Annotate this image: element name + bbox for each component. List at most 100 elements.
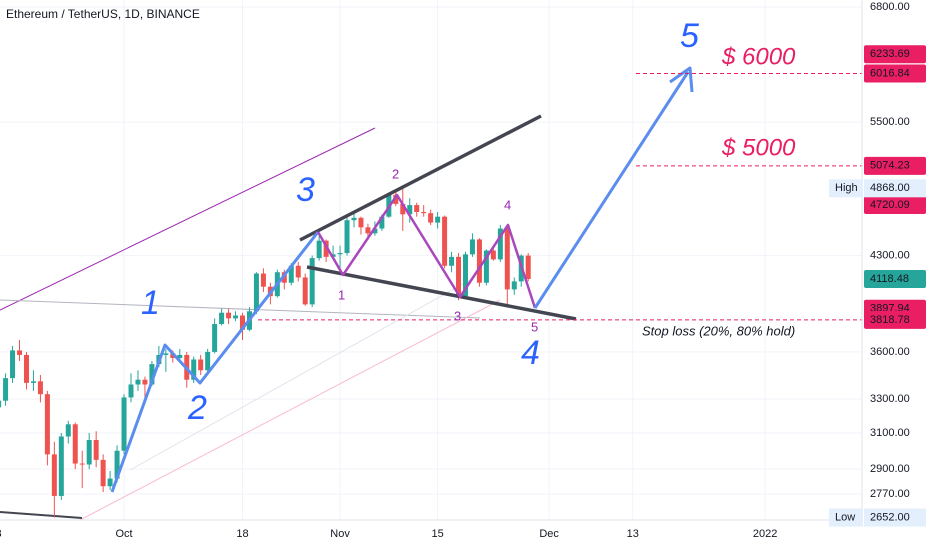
wave-drawings — [110, 66, 694, 493]
candle-body — [490, 250, 496, 260]
x-tick-label: Dec — [539, 528, 559, 540]
candle-body — [149, 364, 155, 385]
candle-body — [23, 354, 29, 383]
x-tick-label: Nov — [330, 528, 350, 540]
candle-body — [0, 400, 2, 408]
candle-body — [309, 258, 315, 305]
levels — [258, 72, 862, 321]
price-box — [864, 64, 926, 83]
candle-body — [497, 228, 503, 260]
candle-body — [504, 228, 510, 290]
candle-body — [58, 436, 64, 496]
candle-body — [393, 194, 399, 204]
trend-line — [79, 299, 501, 521]
candle-body — [219, 312, 225, 325]
candle-body — [240, 315, 246, 330]
candle-body — [414, 205, 420, 212]
axes: 2770.00 2900.00 3100.00 3300.00 3600.00 4300.… — [0, 1, 926, 540]
candle-body — [344, 220, 350, 254]
wave-label: 1 — [141, 284, 160, 322]
candle-body — [44, 394, 50, 455]
y-tick-label: 3300.00 — [870, 393, 910, 405]
candle-body — [10, 350, 16, 379]
target-line — [533, 71, 690, 309]
candle-body — [288, 265, 294, 283]
sub-wave-label: 2 — [392, 166, 399, 181]
candle-body — [100, 459, 106, 487]
tag-box — [829, 179, 863, 198]
candle-body — [226, 312, 232, 319]
candle-body — [128, 384, 134, 398]
tag-label: Low — [835, 511, 855, 523]
candle-body — [462, 254, 468, 297]
candle-body — [400, 203, 406, 215]
candle-body — [511, 281, 517, 290]
x-tick-label: 15 — [431, 528, 443, 540]
price-box — [864, 45, 926, 64]
sub-wave-label: 4 — [504, 197, 511, 212]
candle-body — [3, 378, 9, 401]
candle-body — [72, 424, 78, 464]
candle-body — [17, 350, 23, 355]
price-box-label: 6016.84 — [870, 67, 910, 79]
candle-body — [121, 397, 127, 451]
candle-body — [372, 228, 378, 234]
candle-body — [107, 478, 113, 487]
candle-body — [177, 354, 183, 358]
sub-wave-label: 3 — [454, 308, 461, 323]
price-box — [864, 310, 926, 329]
wave-label: 4 — [521, 334, 540, 372]
candle-body — [93, 440, 99, 460]
candle-body — [428, 213, 434, 223]
tag-box — [829, 508, 863, 527]
tag-label: High — [835, 182, 858, 194]
support-line — [0, 299, 481, 319]
wave-label: 3 — [296, 171, 315, 209]
chart-title: Ethereum / TetherUS, 1D, BINANCE — [6, 7, 200, 21]
candle-body — [205, 351, 211, 371]
price-box — [864, 156, 926, 175]
candle-body — [191, 359, 197, 380]
target-label: $ 6000 — [721, 43, 796, 70]
candle-body — [483, 250, 489, 283]
candle-body — [142, 379, 148, 385]
candle-body — [260, 273, 266, 287]
candle-body — [456, 256, 462, 297]
price-box-label: 3818.78 — [870, 314, 910, 326]
candle-body — [30, 381, 36, 383]
price-box — [864, 196, 926, 215]
price-box-label: 4868.00 — [870, 182, 910, 194]
y-tick-label: 3100.00 — [870, 427, 910, 439]
candle-body — [442, 216, 448, 266]
y-tick-label: 6800.00 — [870, 1, 910, 13]
sub-wave-line — [316, 193, 537, 309]
stop-loss-label: Stop loss (20%, 80% hold) — [642, 323, 795, 338]
candle-body — [135, 379, 141, 385]
candle-body — [51, 454, 57, 496]
channel-line — [0, 127, 376, 311]
price-box — [864, 508, 926, 527]
y-tick-label: 2770.00 — [870, 488, 910, 500]
drawings — [0, 127, 501, 521]
candle-body — [435, 216, 441, 223]
candle-body — [212, 324, 218, 352]
candle-body — [358, 217, 364, 228]
y-tick-label: 4300.00 — [870, 249, 910, 261]
sub-wave-label: 5 — [531, 319, 538, 334]
price-box-label: 6233.69 — [870, 48, 910, 60]
price-box — [864, 269, 926, 288]
candle-body — [469, 239, 475, 255]
candle-body — [316, 240, 322, 259]
base-line — [0, 511, 83, 519]
candle-body — [198, 359, 204, 371]
price-box-label: 2652.00 — [870, 511, 910, 523]
candle-body — [163, 353, 169, 355]
candle-body — [253, 273, 259, 312]
candle-body — [323, 240, 329, 257]
candle-body — [233, 315, 239, 319]
candle-body — [86, 440, 92, 465]
candle-body — [525, 255, 531, 280]
candle-body — [295, 265, 301, 278]
